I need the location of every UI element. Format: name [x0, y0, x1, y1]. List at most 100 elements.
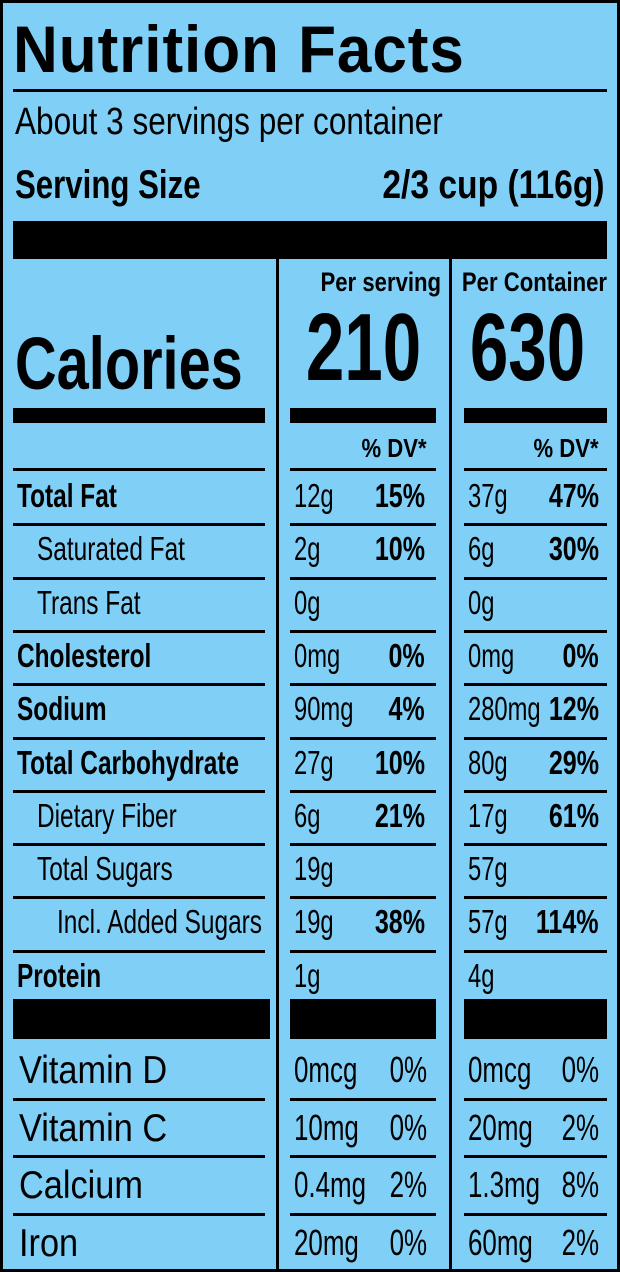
row-rule — [464, 1155, 607, 1158]
row-rule — [290, 683, 436, 686]
column-divider-right — [449, 259, 452, 1269]
vitamin-name: Iron — [19, 1221, 79, 1265]
vitamin-divider — [13, 999, 270, 1039]
container-dv: 8% — [561, 1164, 599, 1205]
row-rule — [464, 683, 607, 686]
per-container-header: Per Container — [461, 267, 607, 297]
serving-amount: 27g — [294, 743, 334, 781]
calories-per-container: 630 — [469, 294, 585, 401]
serving-amount: 0mg — [294, 636, 341, 674]
row-rule — [290, 630, 436, 633]
container-dv: 2% — [561, 1106, 599, 1148]
container-amount: 60mg — [468, 1221, 533, 1263]
nutrient-name: Sodium — [17, 690, 107, 728]
container-amount: 0mg — [468, 636, 515, 674]
row-rule — [290, 1213, 436, 1216]
serving-amount: 19g — [294, 903, 334, 941]
container-amount: 20mg — [468, 1106, 533, 1148]
row-rule — [13, 950, 265, 953]
serving-dv: 4% — [388, 690, 425, 728]
serving-size-value: 2/3 cup (116g) — [382, 163, 605, 207]
container-dv: 114% — [536, 903, 599, 941]
row-rule — [464, 523, 607, 526]
container-amount: 280mg — [468, 690, 541, 728]
container-amount: 37g — [468, 477, 508, 514]
serving-amount: 12g — [294, 477, 334, 514]
serving-dv: 0% — [389, 1221, 427, 1263]
row-rule — [290, 790, 436, 793]
row-rule — [290, 1155, 436, 1158]
row-rule — [464, 843, 607, 846]
vitamin-name: Vitamin D — [19, 1049, 168, 1092]
nutrient-name: Cholesterol — [17, 636, 152, 674]
serving-dv: 0% — [388, 636, 425, 674]
nutrition-facts-panel: Nutrition Facts About 3 servings per con… — [3, 3, 617, 1269]
calories-label: Calories — [15, 322, 243, 405]
row-rule — [13, 737, 265, 740]
container-dv: 47% — [548, 477, 599, 514]
vitamin-divider — [464, 999, 607, 1039]
calories-rule — [464, 408, 607, 423]
row-rule — [464, 468, 607, 471]
dv-header-serving: % DV* — [361, 433, 427, 463]
row-rule — [13, 1098, 265, 1101]
nutrient-name: Dietary Fiber — [37, 796, 177, 834]
nutrient-name: Total Carbohydrate — [17, 743, 240, 781]
label-title: Nutrition Facts — [13, 12, 465, 86]
row-rule — [13, 896, 265, 899]
serving-dv: 21% — [374, 796, 425, 834]
serving-dv: 0% — [389, 1106, 427, 1148]
serving-amount: 0.4mg — [294, 1164, 367, 1205]
row-rule — [13, 1155, 265, 1158]
row-rule — [290, 523, 436, 526]
row-rule — [290, 468, 436, 471]
container-dv: 61% — [548, 796, 599, 834]
servings-per-container: About 3 servings per container — [15, 101, 443, 143]
serving-amount: 0g — [294, 583, 321, 621]
calories-rule — [13, 408, 265, 423]
container-amount: 57g — [468, 850, 508, 888]
per-serving-header: Per serving — [320, 267, 441, 297]
row-rule — [464, 577, 607, 580]
column-divider-left — [276, 259, 279, 1269]
calories-per-serving: 210 — [305, 294, 421, 401]
row-rule — [464, 1098, 607, 1101]
row-rule — [464, 737, 607, 740]
serving-amount: 6g — [294, 796, 321, 834]
row-rule — [13, 630, 265, 633]
nutrient-name: Total Fat — [17, 477, 117, 514]
row-rule — [13, 1213, 265, 1216]
container-amount: 57g — [468, 903, 508, 941]
row-rule — [290, 1098, 436, 1101]
row-rule — [290, 577, 436, 580]
row-rule — [13, 790, 265, 793]
row-rule — [464, 896, 607, 899]
row-rule — [13, 843, 265, 846]
serving-dv: 15% — [374, 477, 425, 514]
container-amount: 0mcg — [468, 1049, 532, 1090]
row-rule — [290, 950, 436, 953]
vitamin-name: Vitamin C — [19, 1106, 168, 1150]
serving-amount: 19g — [294, 850, 334, 888]
container-dv: 30% — [548, 530, 599, 568]
serving-amount: 2g — [294, 530, 321, 568]
calories-rule — [290, 408, 436, 423]
serving-amount: 90mg — [294, 690, 354, 728]
dv-header-container: % DV* — [533, 433, 599, 463]
container-amount: 6g — [468, 530, 495, 568]
row-rule — [290, 843, 436, 846]
container-dv: 2% — [561, 1221, 599, 1263]
serving-amount: 20mg — [294, 1221, 359, 1263]
serving-amount: 0mcg — [294, 1049, 358, 1090]
serving-amount: 10mg — [294, 1106, 359, 1148]
container-amount: 80g — [468, 743, 508, 781]
nutrient-name: Saturated Fat — [37, 530, 185, 568]
serving-dv: 10% — [374, 743, 425, 781]
container-dv: 12% — [548, 690, 599, 728]
row-rule — [13, 523, 265, 526]
serving-size-label: Serving Size — [15, 163, 201, 207]
container-amount: 4g — [468, 956, 495, 994]
container-amount: 1.3mg — [468, 1164, 541, 1205]
row-rule — [464, 1213, 607, 1216]
serving-amount: 1g — [294, 956, 321, 994]
